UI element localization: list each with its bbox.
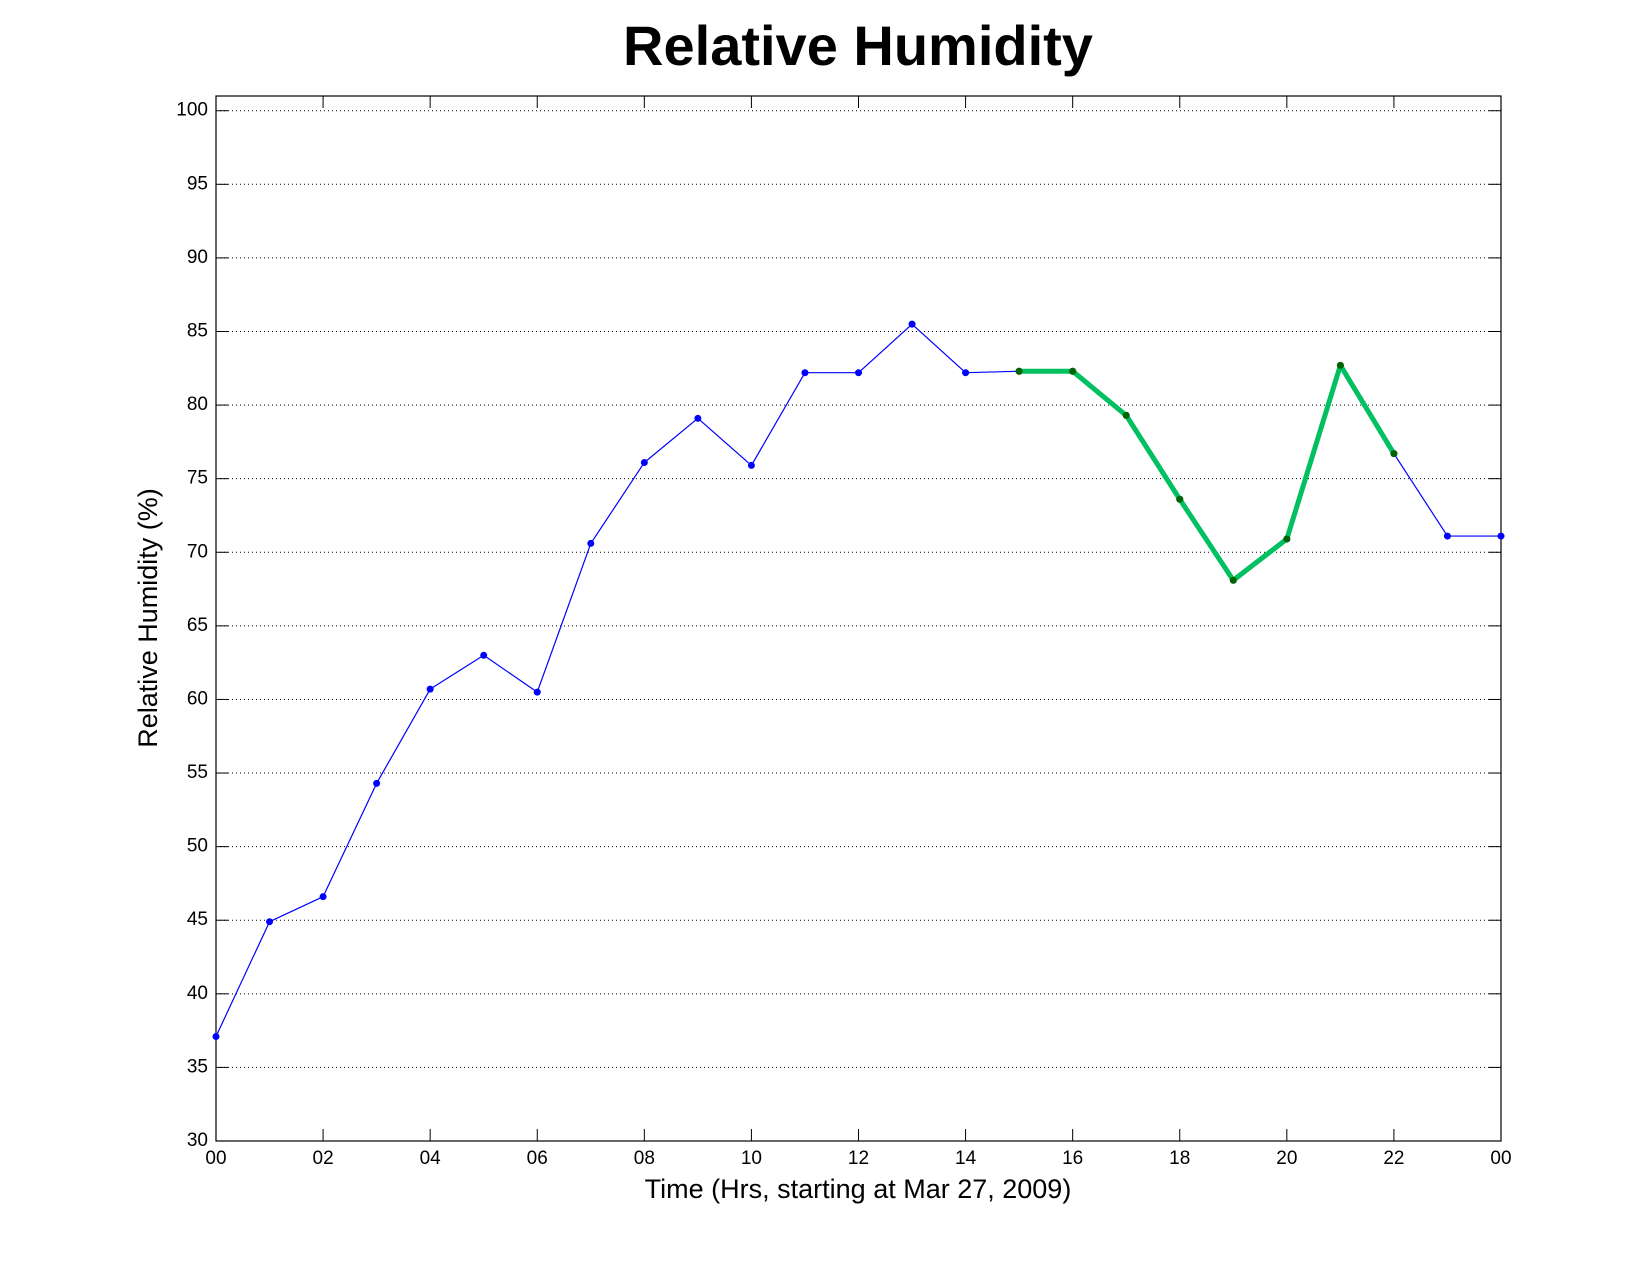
y-tick-label: 45: [187, 909, 208, 930]
chart-title: Relative Humidity: [623, 14, 1093, 77]
y-tick-label: 30: [187, 1130, 208, 1151]
y-tick-label: 65: [187, 615, 208, 636]
y-tick-label: 70: [187, 541, 208, 562]
data-point: [1283, 535, 1291, 543]
data-point: [1390, 450, 1398, 458]
y-tick-label: 40: [187, 983, 208, 1004]
y-tick-label: 95: [187, 173, 208, 194]
data-point: [266, 918, 274, 926]
y-tick-label: 85: [187, 321, 208, 342]
y-tick-label: 55: [187, 762, 208, 783]
data-point: [747, 461, 755, 469]
x-tick-label: 00: [1490, 1148, 1511, 1169]
data-point: [1443, 532, 1451, 540]
y-tick-label: 80: [187, 394, 208, 415]
y-axis-label: Relative Humidity (%): [133, 488, 163, 748]
x-tick-label: 12: [848, 1148, 869, 1169]
data-point: [1122, 411, 1130, 419]
data-point: [1069, 367, 1077, 375]
plot-area: [216, 96, 1501, 1141]
x-axis-label: Time (Hrs, starting at Mar 27, 2009): [645, 1174, 1072, 1204]
x-tick-label: 08: [634, 1148, 655, 1169]
data-point: [694, 414, 702, 422]
x-tick-label: 06: [527, 1148, 548, 1169]
axes-box: [215, 95, 1502, 1142]
data-point: [1015, 367, 1023, 375]
x-tick-label: 00: [205, 1148, 226, 1169]
data-point: [855, 369, 862, 377]
data-point: [212, 1033, 220, 1040]
data-point: [426, 685, 434, 693]
data-point: [480, 651, 488, 659]
y-tick-label: 90: [187, 247, 208, 268]
data-point: [640, 458, 648, 466]
data-point: [587, 539, 595, 547]
x-tick-label: 04: [420, 1148, 442, 1169]
data-point: [533, 688, 541, 696]
x-tick-label: 20: [1276, 1148, 1297, 1169]
x-tick-label: 16: [1062, 1148, 1083, 1169]
data-point: [908, 320, 916, 328]
data-line: [1019, 362, 1397, 583]
x-tick-label: 22: [1383, 1148, 1404, 1169]
y-tick-label: 100: [176, 100, 208, 121]
data-point: [962, 369, 970, 377]
x-tick-label: 10: [741, 1148, 762, 1169]
x-tick-label: 14: [955, 1148, 977, 1169]
data-point: [801, 369, 809, 377]
y-tick-label: 50: [187, 836, 208, 857]
data-point: [373, 779, 381, 787]
data-point: [1176, 495, 1184, 503]
x-tick-label: 18: [1169, 1148, 1190, 1169]
data-point: [1229, 576, 1237, 584]
data-point: [319, 893, 327, 901]
x-tick-label: 02: [313, 1148, 334, 1169]
data-point: [1497, 532, 1505, 540]
data-point: [1336, 361, 1344, 369]
y-tick-label: 75: [187, 468, 208, 489]
y-tick-label: 60: [187, 688, 208, 709]
y-tick-label: 35: [187, 1056, 208, 1077]
